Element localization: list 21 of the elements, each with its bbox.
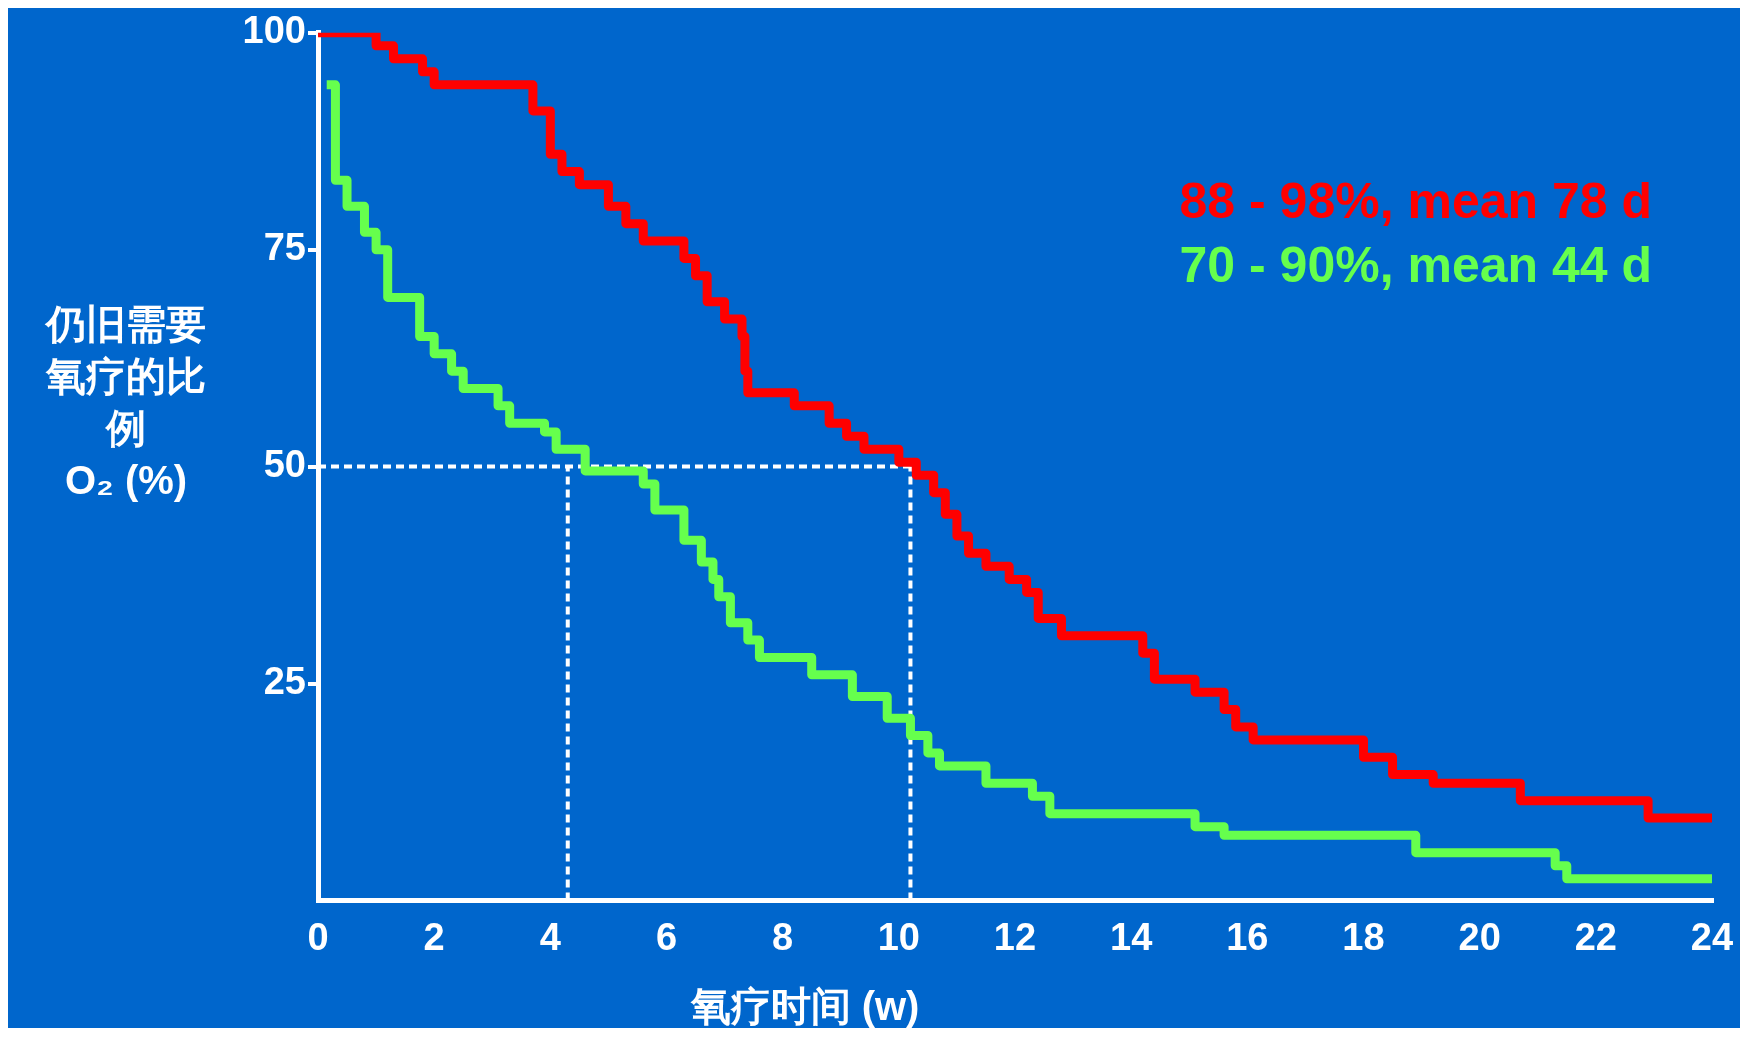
x-tick-label: 24 [1690, 915, 1734, 958]
x-tick-label: 4 [539, 915, 561, 958]
x-tick-label: 2 [423, 915, 445, 958]
y-tick-label: 75 [263, 226, 306, 269]
x-tick-label: 10 [877, 915, 920, 958]
x-tick-label: 0 [307, 915, 329, 958]
x-tick-label: 18 [1342, 915, 1385, 958]
x-tick-label: 22 [1574, 915, 1617, 958]
x-tick-label: 12 [993, 915, 1037, 958]
y-tick-label: 100 [242, 9, 306, 52]
text: 88 - 98%, mean 78 d [1179, 173, 1652, 229]
x-tick-label: 16 [1226, 915, 1269, 958]
y-tick-label: 50 [263, 443, 306, 486]
x-tick-label: 6 [655, 915, 678, 958]
text: 70 - 90%, mean 44 d [1179, 237, 1652, 293]
x-tick-label: 20 [1458, 915, 1501, 958]
x-tick-label: 8 [772, 915, 794, 958]
x-tick-label: 14 [1110, 915, 1153, 958]
x-axis-title: 氧疗时间 (w) [689, 984, 920, 1028]
y-axis-title: 仍旧需要氧疗的比例 O₂ (%) [44, 302, 206, 502]
y-tick-label: 25 [263, 659, 306, 702]
